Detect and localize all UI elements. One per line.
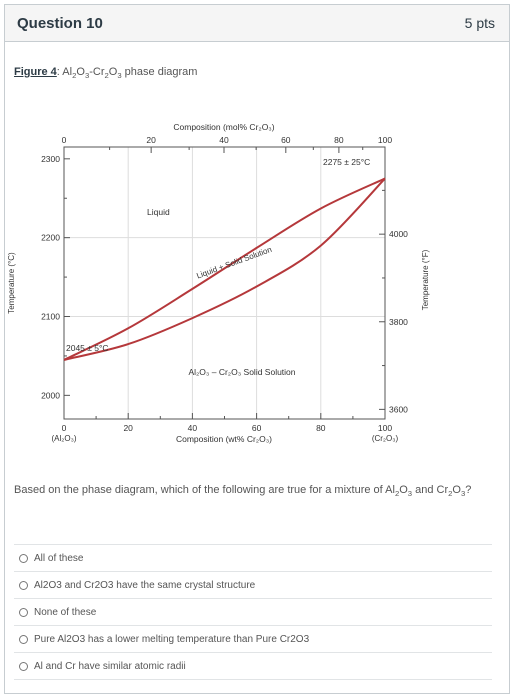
question-title: Question 10 xyxy=(17,14,103,32)
two-phase-region-label: Liquid + Solid Solution xyxy=(195,245,273,281)
solid-region-label: Al₂O₃ – Cr₂O₃ Solid Solution xyxy=(188,367,295,377)
y-tick-label: 2100 xyxy=(41,312,60,322)
answer-option[interactable]: Al and Cr have similar atomic radii xyxy=(14,652,492,680)
x2-tick-label: 0 xyxy=(62,135,67,145)
axis-ticks xyxy=(63,147,386,419)
answer-option[interactable]: None of these xyxy=(14,598,492,625)
left-axis-title: Temperature (°C) xyxy=(7,252,16,314)
caption-part: O xyxy=(108,66,118,78)
caption-part: : Al xyxy=(56,66,73,78)
liquid-region-label: Liquid xyxy=(147,207,170,217)
answer-label: Pure Al2O3 has a lower melting temperatu… xyxy=(34,633,310,645)
x-tick-label: 40 xyxy=(188,423,198,433)
x-end-label: (Cr₂O₃) xyxy=(372,434,399,443)
question-header: Question 10 5 pts xyxy=(5,5,509,42)
y-tick-label: 2300 xyxy=(41,154,60,164)
axis-labels: 2300 2200 2100 2000 4000 3800 3600 0 20 40 60 80 100… xyxy=(41,135,408,443)
answer-label: None of these xyxy=(34,606,97,618)
radio-button[interactable] xyxy=(19,634,28,644)
answer-option[interactable]: Pure Al2O3 has a lower melting temperatu… xyxy=(14,625,492,652)
figure-caption: Figure 4: Al2O3-Cr2O3 phase diagram xyxy=(14,66,198,81)
x-tick-label: 60 xyxy=(252,423,262,433)
y2-tick-label: 3600 xyxy=(389,404,408,414)
answer-list: All of these Al2O3 and Cr2O3 have the sa… xyxy=(14,544,492,680)
x-tick-label: 20 xyxy=(123,423,133,433)
x2-tick-label: 80 xyxy=(334,135,344,145)
answer-option[interactable]: Al2O3 and Cr2O3 have the same crystal st… xyxy=(14,571,492,598)
solidus-curve xyxy=(63,177,386,361)
y2-tick-label: 3800 xyxy=(389,317,408,327)
phase-diagram-chart: 2300 2200 2100 2000 4000 3800 3600 0 20 40 60 80 100… xyxy=(7,122,430,444)
prompt-text: ? xyxy=(465,484,472,496)
y-tick-label: 2200 xyxy=(41,233,60,243)
x-tick-label: 100 xyxy=(378,423,392,433)
caption-part: -Cr xyxy=(89,66,105,78)
plot-frame xyxy=(63,146,386,420)
x2-tick-label: 40 xyxy=(219,135,229,145)
radio-button[interactable] xyxy=(19,661,28,671)
x-tick-label: 0 xyxy=(62,423,67,433)
answer-label: Al and Cr have similar atomic radii xyxy=(34,660,186,672)
y2-tick-label: 4000 xyxy=(389,229,408,239)
x2-tick-label: 100 xyxy=(378,135,392,145)
prompt-text: Based on the phase diagram, which of the… xyxy=(14,484,395,496)
right-axis-title: Temperature (°F) xyxy=(421,249,430,310)
answer-option[interactable]: All of these xyxy=(14,544,492,571)
bottom-axis-title: Composition (wt% Cr₂O₃) xyxy=(176,434,272,444)
radio-button[interactable] xyxy=(19,607,28,617)
figure-label: Figure 4 xyxy=(14,66,57,78)
question-points: 5 pts xyxy=(464,15,495,31)
liquidus-curve xyxy=(63,177,386,361)
al-melting-point-label: 2045 ± 5°C xyxy=(66,343,109,353)
prompt-text: and xyxy=(412,484,437,496)
top-axis-title: Composition (mol% Cr₂O₃) xyxy=(173,122,274,132)
x-end-label: (Al₂O₃) xyxy=(51,434,76,443)
cr-melting-point-label: 2275 ± 25°C xyxy=(323,157,370,167)
caption-part: phase diagram xyxy=(121,66,198,78)
answer-label: All of these xyxy=(34,552,84,564)
x2-tick-label: 60 xyxy=(281,135,291,145)
caption-part: O xyxy=(76,66,85,78)
grid-lines xyxy=(64,147,385,419)
question-prompt: Based on the phase diagram, which of the… xyxy=(14,484,472,499)
radio-button[interactable] xyxy=(19,580,28,590)
radio-button[interactable] xyxy=(19,553,28,563)
y-tick-label: 2000 xyxy=(41,390,60,400)
x-tick-label: 80 xyxy=(316,423,326,433)
answer-label: Al2O3 and Cr2O3 have the same crystal st… xyxy=(34,579,256,591)
x2-tick-label: 20 xyxy=(146,135,156,145)
